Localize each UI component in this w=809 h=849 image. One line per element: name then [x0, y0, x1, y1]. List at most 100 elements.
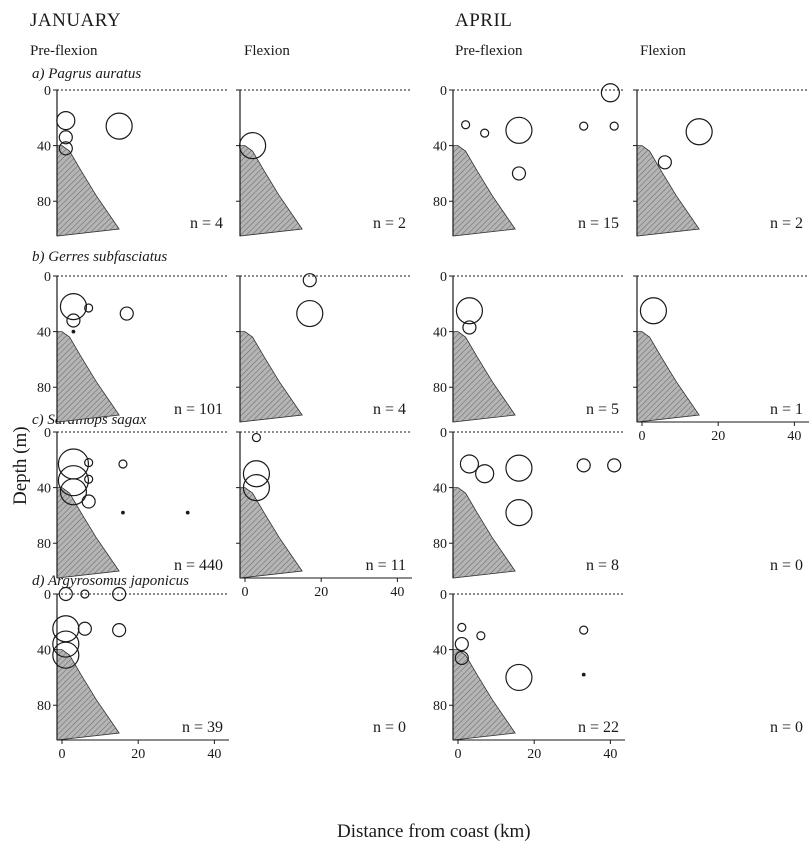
data-point-r1c3-0	[639, 297, 668, 325]
sea-floor-r1c1	[239, 331, 303, 423]
data-point-r3c2-0	[457, 622, 467, 632]
y-tick-label-r3c2: 80	[433, 699, 447, 714]
x-tick-label-r3c2: 40	[603, 747, 617, 762]
y-tick-label-r3c0: 40	[37, 644, 51, 659]
n-label-r0c0: n = 4	[190, 215, 223, 232]
april-heading: APRIL	[455, 10, 513, 31]
data-point-r0c0-0	[56, 110, 76, 131]
data-point-r2c1-1	[242, 460, 271, 488]
data-point-r1c0-2	[84, 303, 94, 313]
sea-floor-r0c3	[636, 145, 700, 237]
n-label-r1c0: n = 101	[174, 401, 223, 418]
y-tick-label-r1c2: 0	[440, 270, 447, 285]
sea-floor-r3c0	[56, 649, 120, 741]
data-point-r3c2-2	[454, 650, 469, 666]
data-point-r2c0-7	[121, 510, 125, 515]
n-label-r3c1: n = 0	[373, 719, 406, 736]
data-point-r3c0-0	[58, 586, 73, 602]
n-label-r1c1: n = 4	[373, 401, 406, 418]
data-point-r2c0-2	[59, 478, 88, 506]
data-point-r3c2-1	[454, 636, 469, 652]
species-label-b: b) Gerres subfasciatus	[32, 249, 168, 265]
sea-floor-r2c0	[56, 487, 120, 579]
y-tick-label-r1c0: 80	[37, 381, 51, 396]
x-tick-label-r2c1: 40	[390, 585, 404, 600]
data-point-r2c2-4	[607, 458, 622, 473]
data-point-r2c2-0	[459, 454, 480, 474]
y-tick-label-r1c0: 40	[37, 326, 51, 341]
data-point-r3c2-5	[581, 672, 586, 677]
x-tick-label-r1c3: 20	[711, 429, 725, 444]
y-tick-label-r2c0: 0	[44, 426, 51, 441]
n-label-r2c1: n = 11	[366, 557, 406, 574]
y-tick-label-r2c0: 40	[37, 482, 51, 497]
species-label-a: a) Pagrus auratus	[32, 66, 142, 82]
n-label-r3c3: n = 0	[770, 719, 803, 736]
jan-preflexion-heading: Pre-flexion	[30, 43, 98, 59]
y-tick-label-r3c0: 80	[37, 699, 51, 714]
y-tick-label-r2c2: 0	[440, 426, 447, 441]
y-tick-label-r2c0: 80	[37, 537, 51, 552]
y-tick-label-r0c2: 0	[440, 84, 447, 99]
data-point-r3c0-4	[52, 630, 80, 658]
data-point-r2c1-0	[251, 432, 262, 443]
x-tick-label-r2c1: 20	[314, 585, 328, 600]
data-point-r2c0-0	[57, 448, 90, 480]
x-tick-label-r3c2: 0	[455, 747, 462, 762]
species-label-d: d) Argyrosomus japonicus	[32, 573, 189, 589]
x-tick-label-r1c3: 0	[639, 429, 646, 444]
sea-floor-r1c0	[56, 331, 120, 423]
data-point-r1c2-0	[455, 297, 484, 325]
sea-floor-r2c2	[452, 487, 516, 579]
x-tick-label-r2c1: 0	[242, 585, 249, 600]
n-label-r3c2: n = 22	[578, 719, 619, 736]
data-point-r0c3-0	[685, 118, 713, 146]
x-tick-label-r3c0: 20	[131, 747, 145, 762]
jan-flexion-heading: Flexion	[244, 43, 290, 59]
y-tick-label-r1c0: 0	[44, 270, 51, 285]
data-point-r0c1-0	[239, 132, 267, 160]
y-tick-label-r3c2: 40	[433, 644, 447, 659]
data-point-r0c2-1	[461, 120, 471, 130]
data-point-r1c0-3	[119, 306, 134, 321]
apr-flexion-heading: Flexion	[640, 43, 686, 59]
sea-floor-r2c1	[239, 487, 303, 579]
n-label-r0c1: n = 2	[373, 215, 406, 232]
apr-preflexion-heading: Pre-flexion	[455, 43, 523, 59]
x-axis-title: Distance from coast (km)	[337, 821, 531, 842]
sea-floor-r3c2	[452, 649, 516, 741]
n-label-r0c2: n = 15	[578, 215, 619, 232]
data-point-r2c0-3	[84, 457, 94, 468]
data-point-r2c0-6	[118, 459, 128, 469]
data-point-r3c0-7	[112, 623, 127, 638]
data-point-r1c0-1	[66, 313, 81, 328]
y-tick-label-r0c2: 80	[433, 195, 447, 210]
data-point-r0c2-2	[480, 128, 490, 138]
y-tick-label-r2c2: 80	[433, 537, 447, 552]
data-point-r2c0-5	[81, 494, 96, 509]
y-tick-label-r1c2: 40	[433, 326, 447, 341]
data-point-r3c2-6	[505, 663, 533, 692]
y-tick-label-r2c2: 40	[433, 482, 447, 497]
data-point-r2c1-2	[242, 474, 271, 502]
data-point-r2c0-1	[57, 465, 90, 497]
sea-floor-r0c0	[56, 145, 120, 237]
data-point-r3c0-6	[77, 621, 92, 636]
y-tick-label-r0c0: 80	[37, 195, 51, 210]
data-point-r1c1-0	[302, 273, 317, 288]
data-point-r3c2-3	[476, 631, 486, 641]
data-point-r3c0-1	[80, 589, 90, 599]
n-label-r2c0: n = 440	[174, 557, 223, 574]
data-point-r0c2-6	[511, 166, 527, 181]
data-point-r2c0-8	[185, 510, 190, 515]
y-tick-label-r0c0: 0	[44, 84, 51, 99]
y-tick-label-r3c0: 0	[44, 588, 51, 603]
sea-floor-r0c1	[239, 145, 303, 237]
n-label-r1c3: n = 1	[770, 401, 803, 418]
data-point-r2c2-3	[576, 458, 591, 473]
data-point-r1c1-1	[296, 299, 324, 328]
data-point-r0c0-1	[58, 130, 73, 145]
x-tick-label-r3c2: 20	[527, 747, 541, 762]
n-label-r0c3: n = 2	[770, 215, 803, 232]
x-tick-label-r3c0: 0	[59, 747, 66, 762]
